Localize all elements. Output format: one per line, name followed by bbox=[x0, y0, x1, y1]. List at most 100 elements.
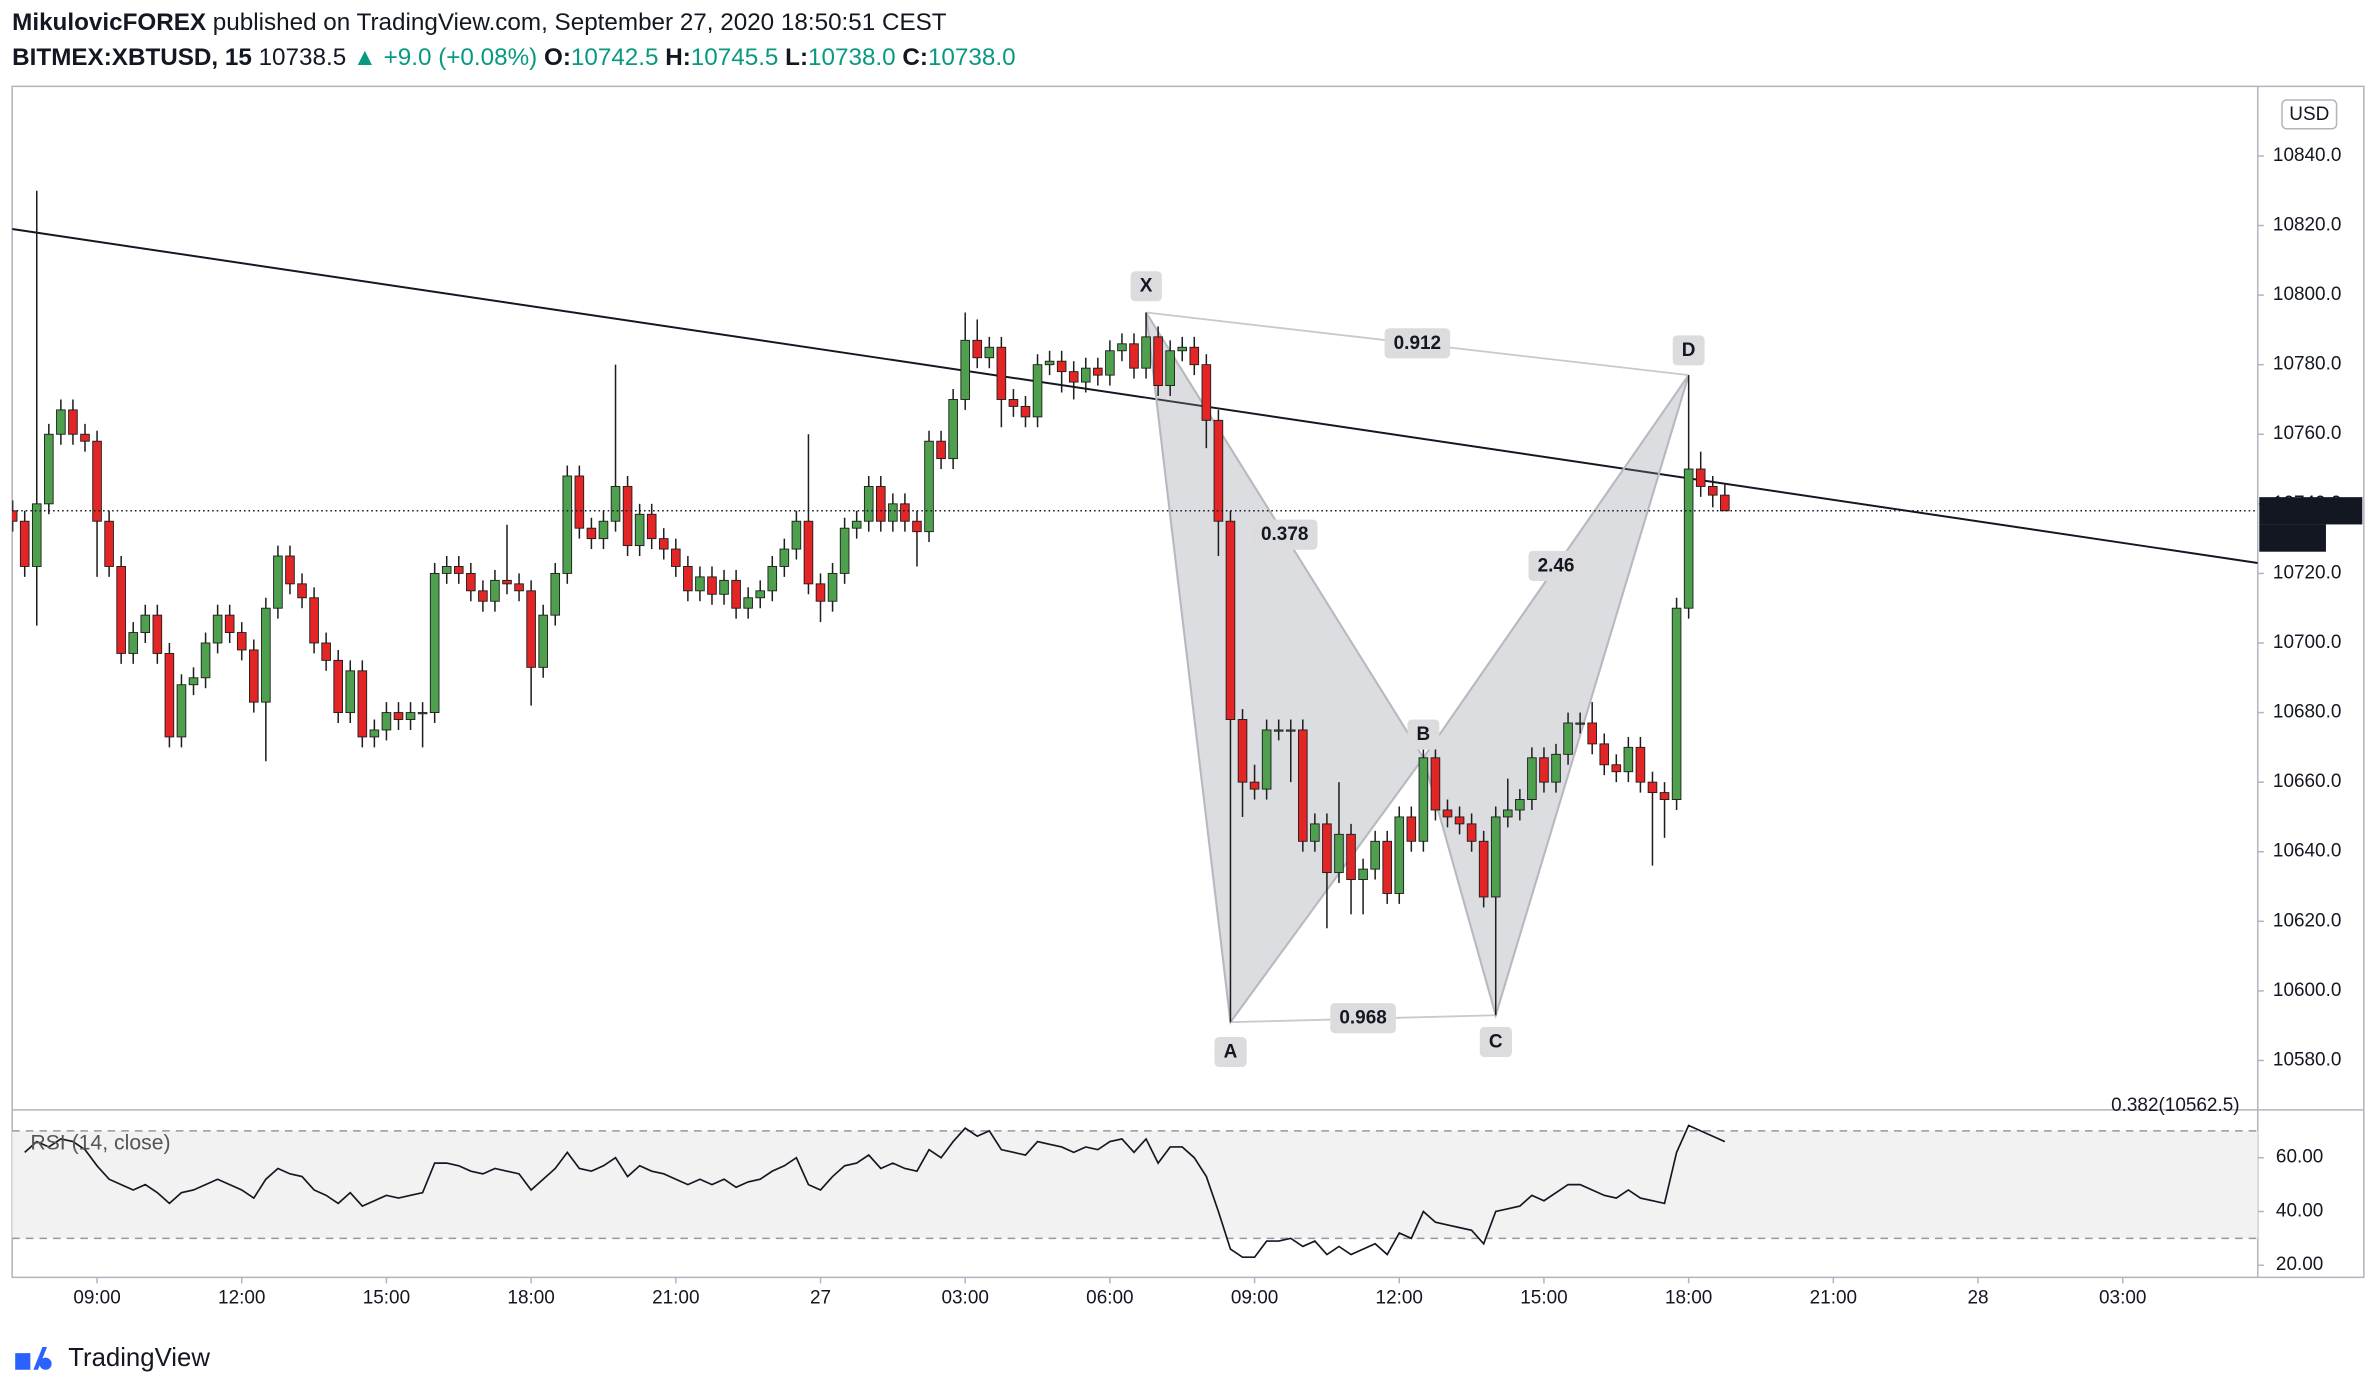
y-tick-label: 10820.0 bbox=[2273, 215, 2341, 236]
candle-body bbox=[345, 670, 356, 714]
candle-body bbox=[1430, 757, 1441, 811]
rsi-y-tick-label: 60.00 bbox=[2276, 1147, 2323, 1168]
ohlc-label: L: bbox=[785, 45, 808, 72]
y-tick-label: 10580.0 bbox=[2273, 1049, 2341, 1070]
candle-body bbox=[453, 566, 464, 574]
candle-body bbox=[1659, 792, 1670, 800]
author: MikulovicFOREX bbox=[12, 10, 206, 37]
candle-body bbox=[514, 583, 524, 592]
rsi-line bbox=[24, 1124, 1726, 1259]
candle-body bbox=[176, 684, 187, 738]
change: ▲ +9.0 (+0.08%) bbox=[353, 45, 537, 72]
candle-body bbox=[1201, 364, 1212, 421]
candle-body bbox=[1683, 468, 1694, 609]
pattern-point-label-box bbox=[1672, 335, 1705, 366]
rsi-y-tick-label: 20.00 bbox=[2276, 1254, 2323, 1275]
pattern-point-label-box bbox=[1407, 719, 1440, 750]
candle-body bbox=[562, 475, 573, 574]
candle-body bbox=[273, 555, 283, 609]
ohlc-value: 10742.5 bbox=[571, 45, 659, 72]
countdown: 09:11 bbox=[2270, 527, 2316, 548]
header-line-2: BITMEX:XBTUSD, 15 10738.5 ▲ +9.0 (+0.08%… bbox=[12, 45, 1015, 72]
pattern-ratio-label: 0.968 bbox=[1339, 1008, 1386, 1029]
candle-body bbox=[1165, 350, 1175, 387]
candle-body bbox=[429, 572, 440, 714]
rsi-pane bbox=[12, 1124, 2258, 1259]
x-tick-label: 15:00 bbox=[363, 1288, 410, 1309]
candle-body bbox=[200, 642, 211, 679]
last-price-label: 10738.0 bbox=[2270, 500, 2338, 521]
candle-body bbox=[56, 409, 66, 435]
candle-body bbox=[116, 566, 126, 654]
x-tick-label: 09:00 bbox=[73, 1288, 120, 1309]
candle-body bbox=[936, 440, 946, 460]
pattern-ratio-label-box bbox=[1384, 328, 1451, 359]
candle-body bbox=[839, 527, 850, 574]
pattern-point-label-box bbox=[1214, 1036, 1247, 1068]
published: published on TradingView.com, September … bbox=[213, 10, 947, 37]
candle-body bbox=[1502, 809, 1513, 818]
ohlc-label: H: bbox=[665, 45, 691, 72]
candle-body bbox=[478, 590, 488, 602]
pattern-point-label: D bbox=[1682, 340, 1696, 361]
candle-body bbox=[1370, 840, 1380, 870]
candle-body bbox=[309, 597, 319, 644]
candle-body bbox=[1490, 816, 1501, 898]
candle-body bbox=[1720, 494, 1730, 512]
candle-body bbox=[815, 583, 826, 602]
candle-body bbox=[948, 399, 958, 460]
candle-body bbox=[1020, 405, 1031, 418]
candle-body bbox=[1261, 729, 1272, 790]
pattern-point-label-box bbox=[1479, 1026, 1512, 1058]
x-tick-label: 15:00 bbox=[1520, 1288, 1567, 1309]
candle-body bbox=[1298, 729, 1308, 842]
y-tick-label: 10700.0 bbox=[2273, 632, 2341, 653]
candle-body bbox=[164, 652, 175, 738]
candle-body bbox=[622, 485, 633, 547]
candle-body bbox=[1044, 360, 1055, 366]
candle-body bbox=[1080, 367, 1091, 383]
main-pane: X A B C D 0.912 0.378 0.968 2.46 bbox=[12, 190, 2258, 1068]
pattern-point-label: B bbox=[1417, 724, 1431, 745]
x-tick-label: 28 bbox=[1967, 1288, 1988, 1309]
candle-body bbox=[1647, 781, 1658, 794]
candle-body bbox=[381, 712, 392, 731]
candle-body bbox=[1213, 419, 1224, 522]
candle-body bbox=[1478, 840, 1489, 898]
candle-body bbox=[707, 576, 717, 595]
candle-body bbox=[1153, 336, 1163, 387]
x-tick-label: 27 bbox=[810, 1288, 831, 1309]
candle-body bbox=[31, 503, 42, 567]
last: 10738.5 bbox=[259, 45, 347, 72]
candle-body bbox=[417, 712, 428, 715]
candle-body bbox=[1322, 823, 1332, 874]
candle-body bbox=[249, 649, 259, 703]
candle-body bbox=[1527, 757, 1537, 800]
candle-body bbox=[333, 659, 343, 714]
candle-body bbox=[1141, 336, 1151, 369]
candle-body bbox=[1587, 722, 1597, 745]
candle-body bbox=[466, 572, 476, 592]
frame bbox=[11, 85, 2365, 1279]
candle-body bbox=[1551, 753, 1561, 783]
y-tick-label: 10780.0 bbox=[2273, 354, 2341, 375]
candle-body bbox=[960, 339, 970, 400]
candle-body bbox=[1611, 764, 1622, 773]
x-tick-label: 21:00 bbox=[652, 1288, 699, 1309]
candle-body bbox=[1563, 722, 1573, 755]
y-tick-label: 10620.0 bbox=[2273, 910, 2341, 931]
footer: TradingView bbox=[15, 1344, 210, 1372]
candle-body bbox=[285, 555, 295, 585]
pattern-point-label: C bbox=[1489, 1032, 1503, 1053]
ohlc-value: 10738.0 bbox=[928, 45, 1016, 72]
candle-body bbox=[236, 632, 247, 651]
candle-body bbox=[12, 510, 18, 522]
x-tick-label: 21:00 bbox=[1810, 1288, 1857, 1309]
candle-body bbox=[128, 632, 139, 654]
candle-body bbox=[1068, 371, 1079, 383]
annotation: 0.382(10562.5) bbox=[2111, 1095, 2239, 1116]
candle-body bbox=[526, 590, 536, 668]
candle-body bbox=[875, 485, 886, 522]
